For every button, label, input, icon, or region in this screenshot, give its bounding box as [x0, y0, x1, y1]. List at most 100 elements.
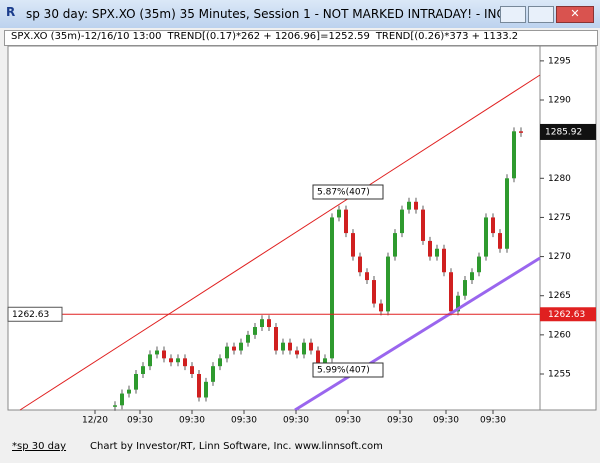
candle — [190, 366, 194, 374]
candle — [274, 327, 278, 351]
candle — [393, 233, 397, 257]
x-tick-label: 09:30 — [127, 416, 153, 426]
candle — [155, 350, 159, 355]
candle — [330, 217, 334, 359]
candle — [344, 209, 348, 234]
annotation-box — [312, 184, 384, 200]
close-button[interactable]: ✕ — [556, 6, 594, 23]
candle — [512, 131, 516, 179]
level-axis-label: 1262.63 — [548, 310, 585, 320]
plot-area — [7, 45, 541, 411]
x-tick-label: 09:30 — [433, 416, 459, 426]
candle — [141, 366, 145, 374]
candle — [120, 393, 124, 406]
candle — [491, 217, 495, 234]
candle — [456, 295, 460, 312]
candle — [484, 217, 488, 257]
info-text: TREND[(0.17)*262 + 1206.96]=1252.59 — [167, 31, 370, 42]
y-tick-label: 1270 — [548, 252, 571, 262]
candle — [442, 248, 446, 273]
maximize-button[interactable] — [528, 6, 554, 23]
candle — [386, 256, 390, 312]
y-tick-label: 1255 — [548, 369, 571, 379]
candle — [463, 280, 467, 296]
candle — [260, 319, 264, 328]
y-tick-label: 1260 — [548, 330, 571, 340]
candle — [400, 209, 404, 234]
candle — [358, 256, 362, 273]
annotation: 5.87%(407) — [317, 188, 370, 198]
info-text: SPX.XO (35m)-12/16/10 13:00 — [11, 31, 162, 42]
candle — [435, 248, 439, 257]
candle — [372, 280, 376, 304]
y-tick-label: 1280 — [548, 174, 571, 184]
candle — [365, 272, 369, 281]
annotation-box — [312, 362, 384, 378]
candle — [134, 373, 138, 390]
trend-line — [294, 256, 541, 412]
candle — [414, 201, 418, 210]
last-price-label: 1285.92 — [545, 127, 582, 137]
level-axis-box — [540, 307, 596, 322]
candle — [428, 240, 432, 257]
candle — [477, 256, 481, 273]
candle — [288, 342, 292, 351]
candle — [267, 319, 271, 328]
candle — [204, 381, 208, 398]
x-tick-label: 09:30 — [231, 416, 257, 426]
minimize-button[interactable] — [500, 6, 526, 23]
x-tick-label: 12/20 — [82, 416, 108, 426]
candle — [183, 358, 187, 367]
candle — [351, 233, 355, 257]
x-tick-label: 09:30 — [179, 416, 205, 426]
candle — [148, 354, 152, 367]
x-tick-label: 09:30 — [480, 416, 506, 426]
candle — [379, 303, 383, 312]
candle — [253, 327, 257, 335]
candle — [519, 131, 523, 133]
title-bar: R sp 30 day: SPX.XO (35m) 35 Minutes, Se… — [0, 0, 600, 28]
trend-line — [19, 74, 541, 411]
y-tick-label: 1265 — [548, 291, 571, 301]
chart: 1295 1290 1280 1275 1270 1265 1260 1255 12/20 09:… — [7, 45, 597, 426]
candle — [239, 342, 243, 351]
candle — [127, 389, 131, 394]
level-label-box — [7, 306, 63, 322]
tab[interactable]: *sp 30 day — [12, 441, 67, 452]
candle — [232, 346, 236, 351]
candle — [470, 272, 474, 281]
window-title: sp 30 day: SPX.XO (35m) 35 Minutes, Sess… — [26, 7, 517, 21]
candle — [246, 334, 250, 343]
info-bar: SPX.XO (35m)-12/16/10 13:00 TREND[(0.17)*… — [4, 30, 598, 46]
candle — [498, 233, 502, 249]
candle — [225, 346, 229, 359]
x-tick-label: 09:30 — [335, 416, 361, 426]
candle — [302, 342, 306, 355]
candle — [162, 350, 166, 359]
candle — [449, 272, 453, 312]
y-tick-label: 1295 — [548, 56, 571, 66]
footer: *sp 30 day Chart by Investor/RT, Linn So… — [0, 437, 600, 463]
annotation: 5.99%(407) — [317, 366, 370, 376]
last-price-box — [540, 123, 596, 140]
y-tick-label: 1275 — [548, 213, 571, 223]
app-icon: R — [6, 5, 16, 19]
level-label: 1262.63 — [12, 310, 49, 320]
candle — [505, 178, 509, 249]
x-tick-label: 09:30 — [283, 416, 309, 426]
candle — [176, 358, 180, 363]
candle — [281, 342, 285, 351]
candle — [211, 366, 215, 382]
candle — [407, 201, 411, 210]
footer-text: Chart by Investor/RT, Linn Software, Inc… — [90, 441, 383, 452]
info-text: TREND[(0.26)*373 + 1133.2 — [375, 31, 519, 42]
candle — [323, 358, 327, 367]
candle — [113, 405, 117, 407]
candle — [218, 358, 222, 367]
candle — [295, 350, 299, 355]
y-tick-label: 1290 — [548, 96, 571, 106]
y-axis-area — [539, 45, 597, 411]
candle — [169, 358, 173, 363]
x-tick-label: 09:30 — [387, 416, 413, 426]
